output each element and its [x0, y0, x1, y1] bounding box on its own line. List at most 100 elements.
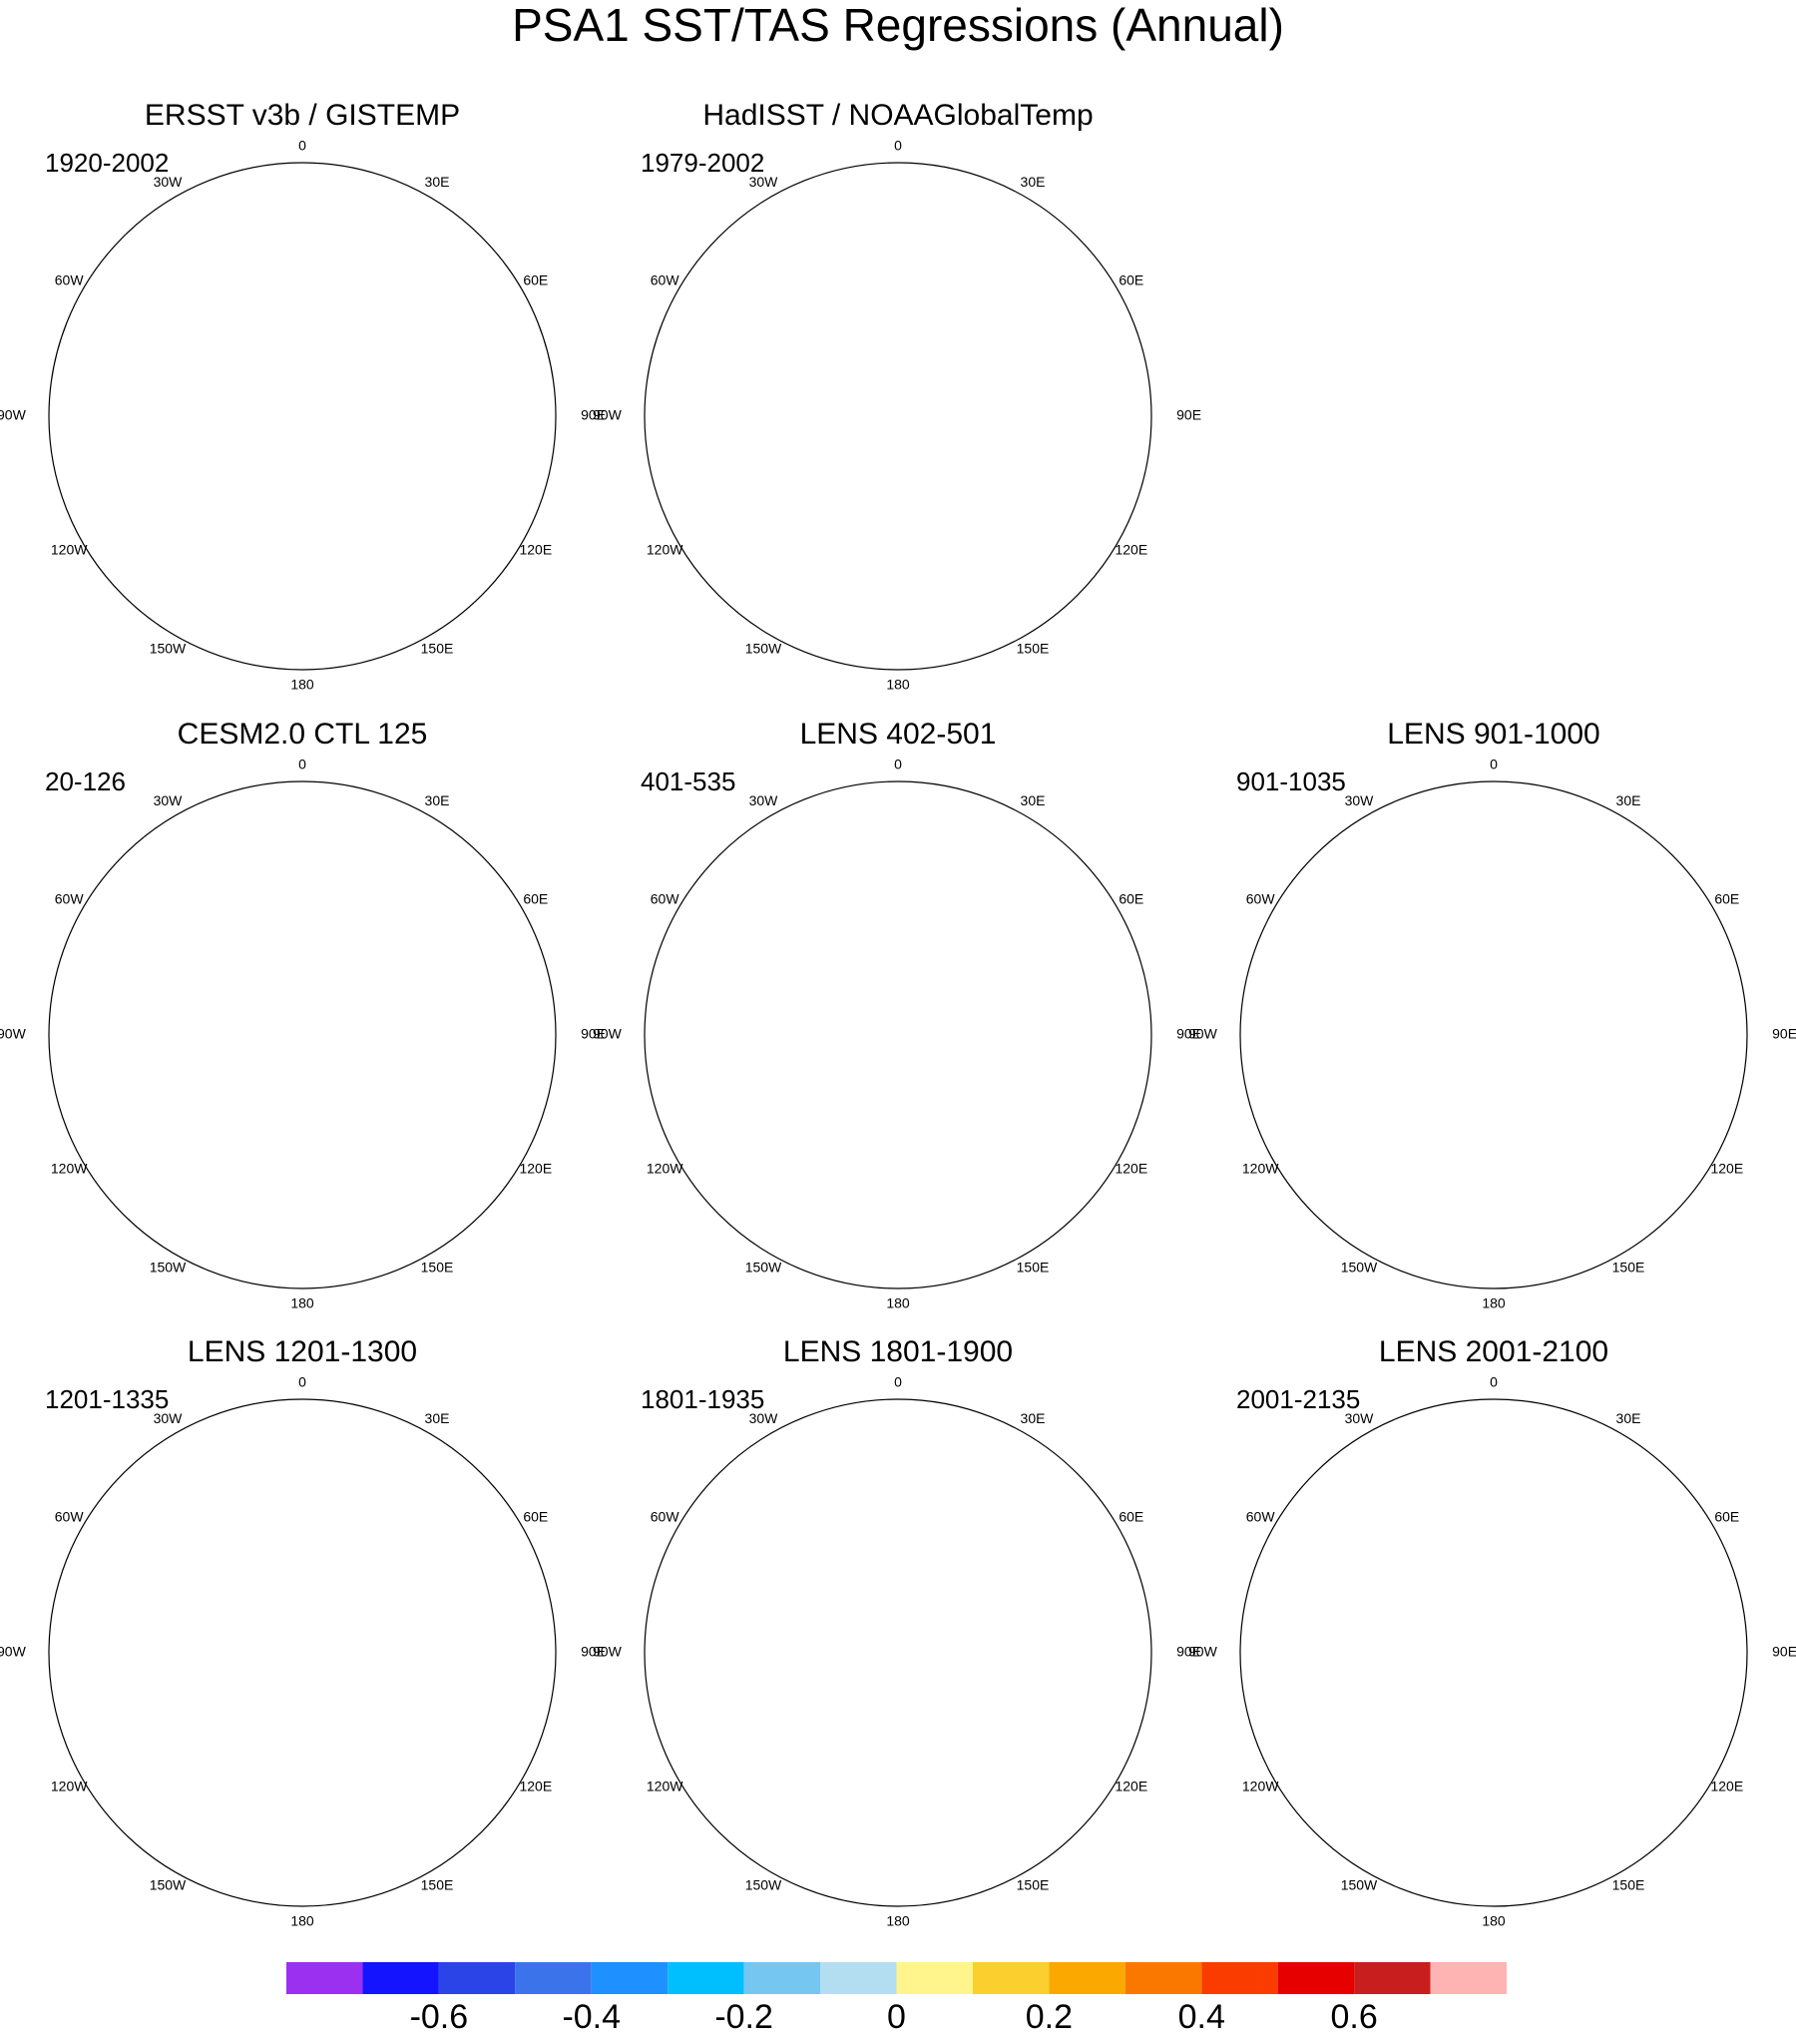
longitude-label: 180: [1482, 1913, 1506, 1929]
colorbar-tick-label: 0.2: [1026, 1998, 1073, 2036]
longitude-label: 90E: [1772, 1644, 1796, 1660]
longitude-label: 120W: [1242, 1161, 1279, 1177]
field-yellow: [813, 316, 1003, 496]
longitude-label: 150W: [745, 1877, 782, 1893]
field-yellow: [218, 1553, 407, 1733]
longitude-label: 150E: [1017, 641, 1050, 657]
antarctica: [817, 1568, 984, 1715]
longitude-label: 90E: [581, 407, 606, 423]
longitude-label: 150W: [150, 641, 187, 657]
field-blue-edge: [43, 1573, 67, 1773]
colorbar-box: [1124, 1962, 1202, 1994]
field-dark-orange: [98, 1730, 159, 1814]
field-blue: [1299, 1627, 1500, 1798]
longitude-label: 150W: [150, 1877, 187, 1893]
longitude-label: 120W: [51, 1779, 88, 1794]
panel-title: LENS 901-1000: [1387, 718, 1600, 751]
colorbar-box: [972, 1962, 1050, 1994]
panel-title: ERSST v3b / GISTEMP: [145, 99, 460, 132]
longitude-label: 60E: [523, 891, 548, 907]
panel-period: 1201-1335: [45, 1384, 169, 1414]
field-dark-orange: [1289, 1112, 1350, 1197]
coastline: [1234, 1403, 1633, 1882]
longitude-label: 90W: [1188, 1026, 1218, 1042]
field-dark-orange: [693, 1112, 754, 1197]
field-orange: [777, 1469, 859, 1597]
field-orange: [1373, 1469, 1455, 1597]
colorbar-box: [1049, 1962, 1125, 1994]
ocean-field: [645, 1399, 1151, 1906]
field-blue-edge: [639, 955, 663, 1155]
longitude-label: 30W: [154, 792, 184, 808]
longitude-label: 180: [290, 677, 314, 693]
field-blue-core: [157, 1048, 268, 1143]
panel-title: LENS 402-501: [800, 718, 997, 751]
longitude-label: 30W: [749, 174, 779, 190]
longitude-label: 0: [894, 138, 902, 154]
panel-title: CESM2.0 CTL 125: [178, 718, 428, 751]
field-blue-core: [752, 1666, 864, 1761]
longitude-label: 30E: [1616, 792, 1641, 808]
longitude-label: 60W: [1246, 891, 1276, 907]
longitude-label: 30W: [749, 792, 779, 808]
field-orange: [1269, 1703, 1534, 1912]
panel-period: 1979-2002: [641, 148, 764, 178]
colorbar-box: [1201, 1962, 1278, 1994]
field-blue-edge: [639, 1573, 663, 1773]
field-blue: [108, 1627, 308, 1798]
map-border: [644, 162, 1152, 671]
longitude-label: 90E: [1176, 407, 1201, 423]
longitude-label: 120E: [1710, 1779, 1743, 1794]
ocean-field: [351, 579, 556, 670]
map-border: [48, 162, 557, 671]
panel-title: HadISST / NOAAGlobalTemp: [702, 99, 1093, 132]
longitude-label: 60E: [1119, 891, 1143, 907]
longitude-label: 120E: [1115, 1779, 1147, 1794]
coastline: [1234, 785, 1633, 1265]
longitude-label: 60W: [55, 272, 85, 288]
longitude-label: 60W: [651, 1509, 680, 1525]
longitude-label: 150W: [1341, 1260, 1378, 1276]
longitude-label: 120E: [1115, 1161, 1147, 1177]
longitude-label: 150E: [421, 641, 454, 657]
longitude-label: 150E: [421, 1877, 454, 1893]
field-orange: [777, 851, 859, 979]
longitude-label: 90E: [581, 1026, 606, 1042]
colorbar-tick-label: 0: [887, 1998, 906, 2036]
colorbar-tick-label: -0.2: [714, 1998, 773, 2036]
field-orange: [674, 1703, 938, 1912]
field-yellow: [218, 316, 407, 496]
antarctica: [817, 331, 984, 478]
longitude-label: 30E: [425, 174, 450, 190]
panel-period: 20-126: [45, 766, 126, 796]
colorbar-tick-label: 0.6: [1330, 1998, 1377, 2036]
field-yellow: [813, 1553, 1003, 1733]
longitude-label: 150W: [745, 1260, 782, 1276]
colorbar-box: [896, 1962, 973, 1994]
longitude-label: 90E: [1772, 1026, 1796, 1042]
panel-title: LENS 1801-1900: [783, 1335, 1013, 1368]
longitude-label: 0: [894, 757, 902, 772]
longitude-label: 60E: [523, 272, 548, 288]
longitude-label: 30W: [1345, 792, 1375, 808]
panel-period: 901-1035: [1236, 766, 1346, 796]
colorbar-box: [515, 1962, 592, 1994]
field-blue-core: [1348, 1666, 1460, 1761]
longitude-label: 90W: [593, 407, 623, 423]
panel-period: 2001-2135: [1236, 1384, 1360, 1414]
ocean-field: [1240, 781, 1747, 1288]
longitude-label: 90W: [593, 1644, 623, 1660]
longitude-label: 0: [1490, 757, 1498, 772]
field-blue: [703, 1009, 904, 1181]
field-blue-core: [752, 1048, 864, 1143]
longitude-label: 90W: [0, 1644, 27, 1660]
longitude-label: 120E: [519, 542, 552, 558]
map-border: [644, 1398, 1152, 1907]
colorbar-tick-label: 0.4: [1178, 1998, 1225, 2036]
longitude-label: 120E: [1710, 1161, 1743, 1177]
ocean-field: [49, 1399, 556, 1906]
longitude-label: 0: [1490, 1374, 1498, 1390]
longitude-label: 60E: [1714, 891, 1739, 907]
field-orange: [674, 1085, 938, 1294]
